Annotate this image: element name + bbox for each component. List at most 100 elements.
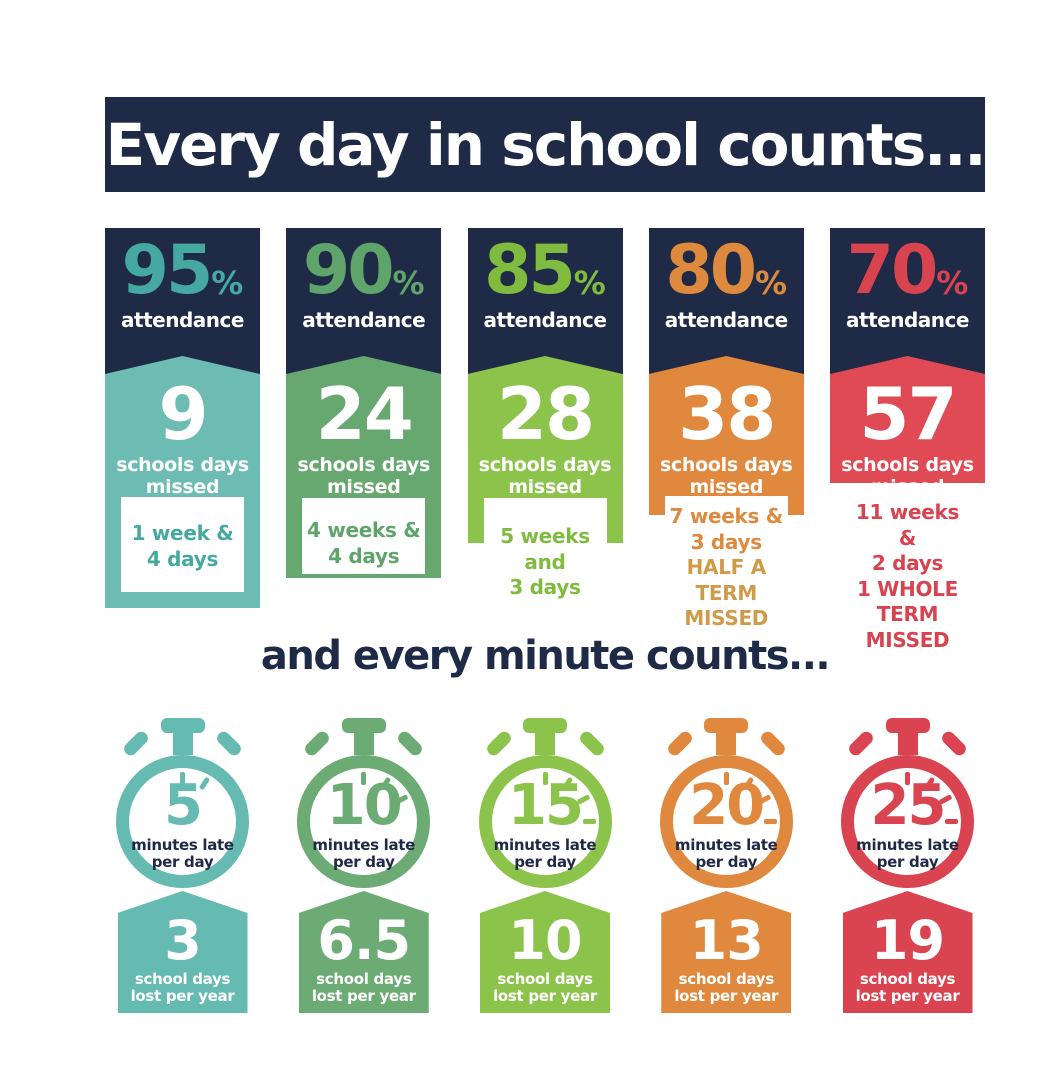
days-lost-value: 6.5 (317, 909, 411, 972)
minutes-late-value: 25 (870, 773, 947, 838)
days-missed-label: schools days missed (286, 454, 441, 499)
lateness-column-25min: 25 minutes late per day 19 school days l… (830, 710, 985, 1013)
percent-value: 80 (665, 231, 757, 310)
days-missed-line2: missed (145, 475, 220, 498)
stopwatch-icon: 20 minutes late per day (649, 710, 804, 888)
term-line2: MISSED (684, 606, 769, 631)
tick-mark-3 (582, 819, 596, 824)
days-lost-badge: 10 school days lost per year (480, 891, 610, 1013)
minutes-late-line2: per day (332, 852, 395, 871)
lateness-column-10min: 10 minutes late per day 6.5 school days … (286, 710, 441, 1013)
duration-line2: 3 days (509, 575, 581, 600)
days-lost-value: 13 (689, 909, 764, 972)
minutes-late-label: minutes late per day (131, 837, 234, 871)
minutes-late-label: minutes late per day (675, 837, 778, 871)
days-lost-line2: lost per year (130, 987, 235, 1006)
percent-row: 70 % (846, 231, 969, 310)
minutes-late-value: 10 (326, 773, 403, 838)
duration-line1: 5 weeks and (500, 524, 590, 574)
days-lost-line2: lost per year (674, 987, 779, 1006)
attendance-column-95: 95 % attendance 9 schools days missed 1 … (105, 228, 260, 608)
days-lost-line2: lost per year (493, 987, 597, 1006)
minutes-late-line1: minutes late (856, 836, 959, 854)
duration-box: 5 weeks and 3 days (483, 498, 607, 599)
duration-line1: 1 week & (131, 521, 234, 545)
days-missed-line2: missed (508, 475, 582, 498)
attendance-columns-row: 95 % attendance 9 schools days missed 1 … (105, 228, 985, 652)
days-lost-line1: school days (316, 970, 412, 988)
percent-row: 95 % (122, 237, 244, 305)
percent-value: 70 (846, 231, 939, 310)
percent-value: 85 (484, 231, 576, 310)
stopwatch-dial: 5 minutes late per day (116, 755, 249, 888)
days-lost-value: 10 (508, 909, 582, 972)
subtitle: and every minute counts... (260, 633, 831, 679)
attendance-label: attendance (483, 307, 607, 332)
days-missed-line1: schools days (841, 454, 974, 476)
attendance-column-85: 85 % attendance 28 schools days missed 5… (467, 228, 623, 608)
minutes-late-value: 20 (689, 773, 765, 838)
tick-mark-12 (905, 772, 910, 785)
minutes-late-label: minutes late per day (312, 837, 415, 871)
days-lost-badge: 19 school days lost per year (842, 891, 973, 1013)
stopwatch-crown-cap (341, 718, 386, 733)
days-lost-badge: 6.5 school days lost per year (298, 891, 429, 1013)
percent-sign: % (755, 263, 788, 302)
stopwatch-left-button (665, 729, 695, 758)
duration-line1: 4 weeks & (307, 518, 421, 542)
days-lost-value: 3 (164, 909, 202, 972)
days-lost-label: school days lost per year (674, 970, 779, 1006)
days-missed-line2: missed (326, 475, 401, 498)
duration-line2: 4 days (146, 546, 219, 571)
stopwatch-left-button (484, 729, 513, 758)
days-missed-label: schools days missed (649, 454, 804, 499)
stopwatch-left-button (302, 729, 332, 758)
minutes-late-line2: per day (514, 852, 576, 871)
attendance-column-70: 70 % attendance 57 schools days missed 1… (830, 228, 985, 652)
days-missed-line1: schools days (478, 454, 612, 476)
stopwatch-left-button (121, 729, 151, 758)
days-lost-line1: school days (497, 970, 593, 988)
stopwatch-icon: 5 minutes late per day (105, 710, 260, 888)
days-missed-label: schools days missed (105, 454, 260, 499)
lateness-column-15min: 15 minutes late per day 10 school days l… (468, 710, 623, 1013)
duration-line1: 11 weeks & (855, 500, 960, 550)
attendance-header: 95 % attendance (105, 228, 260, 374)
days-missed-line2: missed (870, 475, 945, 498)
stopwatch-crown-cap (885, 718, 930, 733)
days-lost-badge: 3 school days lost per year (117, 891, 248, 1013)
attendance-label: attendance (664, 307, 788, 332)
days-missed-value: 24 (315, 372, 414, 456)
days-lost-label: school days lost per year (855, 970, 960, 1006)
attendance-header: 85 % attendance (467, 228, 623, 374)
days-missed-line2: missed (689, 475, 764, 498)
stopwatch-crown-cap (523, 718, 567, 733)
stopwatch-right-button (214, 729, 244, 758)
minutes-late-line1: minutes late (674, 836, 778, 854)
tick-mark-12 (542, 772, 548, 785)
days-lost-line1: school days (678, 970, 775, 988)
days-lost-label: school days lost per year (493, 970, 597, 1006)
days-missed-line1: schools days (297, 454, 431, 476)
lateness-column-5min: 5 minutes late per day 3 school days los… (105, 710, 260, 1013)
minutes-late-label: minutes late per day (494, 837, 597, 871)
days-missed-line1: schools days (659, 454, 793, 476)
stopwatch-crown-stem (716, 733, 737, 755)
column-body: 57 schools days missed (830, 374, 985, 498)
stopwatch-right-button (395, 729, 425, 758)
minutes-columns-row: 5 minutes late per day 3 school days los… (105, 710, 985, 1013)
tick-mark-3 (945, 819, 958, 824)
minutes-late-line1: minutes late (312, 836, 416, 854)
days-lost-line1: school days (859, 970, 956, 988)
tick-mark-3 (763, 819, 777, 824)
percent-value: 90 (302, 231, 395, 310)
days-missed-label: schools days missed (830, 454, 985, 499)
attendance-header: 90 % attendance (286, 228, 442, 374)
days-missed-value: 38 (678, 372, 776, 456)
stopwatch-left-button (846, 729, 876, 758)
days-lost-line2: lost per year (855, 987, 960, 1006)
tick-mark-12 (361, 772, 367, 785)
stopwatch-dial: 20 minutes late per day (659, 755, 793, 888)
tick-mark-12 (180, 772, 185, 785)
